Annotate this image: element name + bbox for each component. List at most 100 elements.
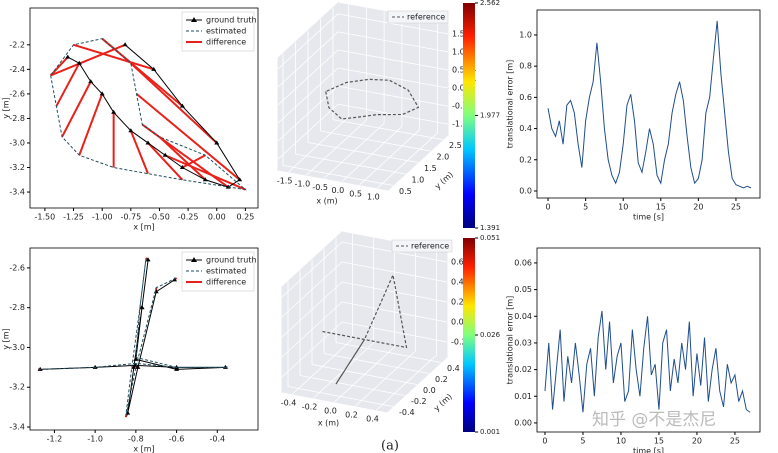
marker <box>99 91 105 96</box>
error-line <box>544 310 751 413</box>
marker <box>162 152 168 157</box>
x-tick-label: 5 <box>580 437 585 446</box>
x-tick-label: 0.5 <box>349 189 362 198</box>
marker <box>88 79 94 84</box>
x-tick-label: 0.00 <box>208 213 226 222</box>
legend-label: reference <box>411 242 449 251</box>
x-tick-label: -1.2 <box>47 435 63 444</box>
grid-line <box>277 31 339 88</box>
difference-segment <box>158 136 206 181</box>
x-axis-label: x [m] <box>133 445 154 453</box>
grid-line <box>337 85 449 107</box>
grid-line <box>337 67 449 89</box>
legend-marker <box>191 257 197 262</box>
x-tick-label: 0.0 <box>324 407 337 416</box>
x-tick-label: 15 <box>654 437 664 446</box>
z-tick-label: 0.2 <box>451 298 464 307</box>
plot-area <box>536 247 761 433</box>
y-axis-label: y (m) <box>433 170 455 191</box>
legend-label: estimated <box>206 27 246 36</box>
y-tick-label: 0.2 <box>435 375 448 384</box>
legend-label: reference <box>407 13 445 22</box>
x-tick-label: 20 <box>692 437 702 446</box>
colorbar-tick-label: 0.001 <box>480 428 500 436</box>
y-tick-label: 0.4 <box>519 124 532 133</box>
x-tick-label: -1.5 <box>277 176 293 185</box>
y-axis-label: translational error [m] <box>506 296 515 385</box>
grid-line <box>277 13 339 70</box>
x-tick-label: -0.5 <box>312 183 328 192</box>
trajectory <box>50 38 248 191</box>
x-tick-label: -0.75 <box>120 213 141 222</box>
grid-line <box>277 85 339 142</box>
colorbar-tick-label: 2.562 <box>480 0 500 7</box>
x-tick-label: 20 <box>693 203 703 212</box>
y-tick-label: 0.00 <box>514 418 532 427</box>
x-tick-label: -1.0 <box>87 435 103 444</box>
y-tick-label: 0.06 <box>514 258 532 267</box>
marker <box>128 128 134 133</box>
legend-label: estimated <box>206 267 246 276</box>
difference-segment <box>49 56 69 77</box>
legend-box <box>387 10 449 24</box>
y-tick-label: 0.05 <box>514 285 532 294</box>
grid-line <box>287 386 394 407</box>
y-tick-label: -0.4 <box>399 408 415 417</box>
grid-line <box>295 153 406 175</box>
y-tick-label: 0.5 <box>399 187 412 196</box>
grid-line <box>277 103 339 160</box>
z-tick-label: 0.0 <box>452 84 465 93</box>
x-tick-label: 0.25 <box>236 213 254 222</box>
grid-line <box>332 119 444 140</box>
x-tick-label: -0.8 <box>128 435 144 444</box>
colorbar-tick-label: 0.026 <box>480 331 501 339</box>
z-tick-label: -0.2 <box>451 338 467 347</box>
difference-segment <box>141 123 229 188</box>
watermark: 知乎 @不是杰尼 <box>592 410 716 430</box>
x-tick-label: 25 <box>731 203 741 212</box>
marker <box>145 257 151 262</box>
colorbar-tick-label: 1.391 <box>480 224 500 232</box>
grid-line <box>281 281 343 338</box>
y-tick-label: -3.0 <box>9 343 25 352</box>
y-tick-label: -2.4 <box>9 65 25 74</box>
difference-segment <box>164 154 246 191</box>
y-tick-label: -3.0 <box>9 138 25 147</box>
y-tick-label: -2.8 <box>9 303 25 312</box>
marker <box>76 60 82 65</box>
z-tick-label: 0.5 <box>452 65 465 74</box>
trajectory <box>67 44 241 188</box>
y-tick-label: -3.2 <box>9 163 25 172</box>
x-tick-label: -0.25 <box>178 213 199 222</box>
marker <box>131 364 137 369</box>
x-axis-label: x (m) <box>316 197 337 206</box>
marker <box>111 109 117 114</box>
x-tick-label: 5 <box>583 203 588 212</box>
y-axis-label: translational error [m] <box>506 60 515 149</box>
x-tick-label: 10 <box>618 203 628 212</box>
grid-line <box>281 241 343 298</box>
x-tick-label: 25 <box>730 437 740 446</box>
grid-line <box>335 342 442 363</box>
y-tick-label: 0.03 <box>514 338 532 347</box>
difference-segment <box>129 130 149 175</box>
marker <box>151 66 157 71</box>
y-tick-label: 0.8 <box>519 62 532 71</box>
y-tick-label: 2.0 <box>437 153 450 162</box>
legend-marker <box>191 17 197 22</box>
x-tick-label: 10 <box>616 437 626 446</box>
y-tick-label: -2.6 <box>9 89 25 98</box>
grid-line <box>337 31 449 53</box>
grid-line <box>277 67 339 124</box>
y-axis-label: y (m) <box>432 392 454 413</box>
x-tick-label: -1.00 <box>92 213 113 222</box>
grid-line <box>341 261 448 283</box>
trajectory-3d <box>322 272 408 385</box>
grid-line <box>341 301 448 323</box>
y-tick-label: 1.0 <box>519 30 532 39</box>
x-tick-label: 15 <box>656 203 666 212</box>
y-tick-label: -3.2 <box>9 383 25 392</box>
marker <box>65 54 71 59</box>
z-tick-label: 0.6 <box>451 258 464 267</box>
